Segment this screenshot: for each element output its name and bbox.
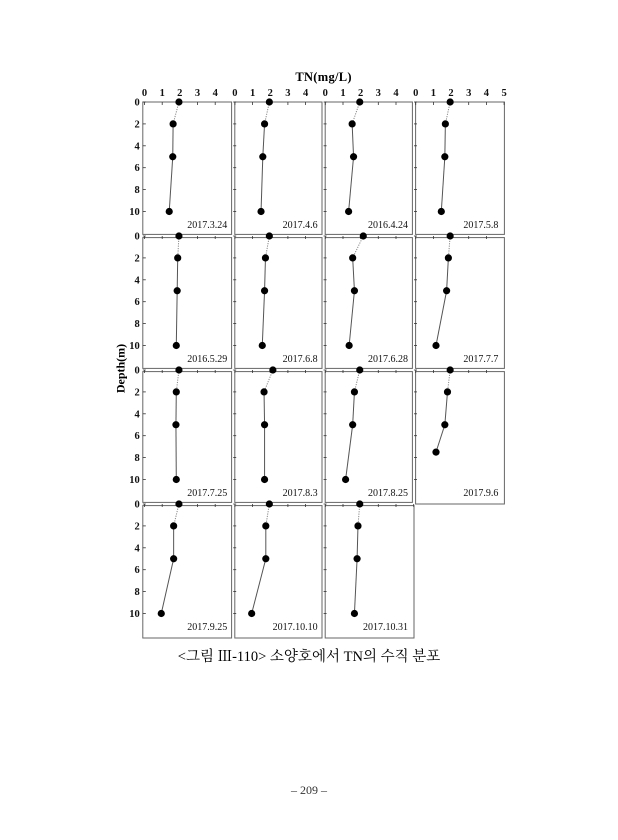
svg-text:1: 1 bbox=[250, 88, 255, 99]
svg-text:0: 0 bbox=[135, 98, 140, 109]
svg-text:4: 4 bbox=[135, 543, 141, 554]
svg-text:0: 0 bbox=[232, 88, 237, 99]
svg-text:8: 8 bbox=[135, 319, 140, 330]
svg-text:1: 1 bbox=[160, 88, 165, 99]
svg-text:10: 10 bbox=[129, 475, 140, 486]
svg-text:0: 0 bbox=[135, 232, 140, 243]
svg-text:4: 4 bbox=[135, 275, 141, 286]
svg-text:6: 6 bbox=[135, 163, 140, 174]
svg-text:0: 0 bbox=[135, 500, 140, 511]
svg-text:2016.5.29: 2016.5.29 bbox=[187, 354, 227, 365]
svg-text:2: 2 bbox=[358, 88, 363, 99]
svg-text:2017.10.10: 2017.10.10 bbox=[273, 622, 318, 633]
svg-text:6: 6 bbox=[135, 431, 140, 442]
svg-text:2017.6.8: 2017.6.8 bbox=[283, 354, 318, 365]
svg-text:2017.5.8: 2017.5.8 bbox=[463, 220, 498, 231]
svg-text:2: 2 bbox=[135, 119, 140, 130]
svg-text:4: 4 bbox=[213, 88, 219, 99]
svg-text:8: 8 bbox=[135, 587, 140, 598]
svg-text:3: 3 bbox=[466, 88, 471, 99]
svg-text:0: 0 bbox=[135, 366, 140, 377]
svg-text:10: 10 bbox=[129, 341, 140, 352]
svg-text:4: 4 bbox=[135, 141, 141, 152]
svg-text:8: 8 bbox=[135, 185, 140, 196]
svg-text:1: 1 bbox=[340, 88, 345, 99]
svg-text:2017.8.3: 2017.8.3 bbox=[283, 488, 318, 499]
svg-text:2: 2 bbox=[448, 88, 453, 99]
svg-text:4: 4 bbox=[135, 409, 141, 420]
svg-text:2017.7.25: 2017.7.25 bbox=[187, 488, 227, 499]
svg-text:2: 2 bbox=[135, 387, 140, 398]
svg-text:0: 0 bbox=[323, 88, 328, 99]
svg-text:4: 4 bbox=[484, 88, 490, 99]
svg-text:2017.6.28: 2017.6.28 bbox=[368, 354, 408, 365]
svg-text:2: 2 bbox=[268, 88, 273, 99]
svg-text:0: 0 bbox=[413, 88, 418, 99]
svg-text:2016.4.24: 2016.4.24 bbox=[368, 220, 408, 231]
svg-text:6: 6 bbox=[135, 565, 140, 576]
svg-text:2: 2 bbox=[135, 521, 140, 532]
svg-text:6: 6 bbox=[135, 297, 140, 308]
svg-text:1: 1 bbox=[431, 88, 436, 99]
svg-text:2017.8.25: 2017.8.25 bbox=[368, 488, 408, 499]
svg-text:3: 3 bbox=[285, 88, 290, 99]
svg-text:2017.9.6: 2017.9.6 bbox=[463, 488, 498, 499]
svg-text:3: 3 bbox=[195, 88, 200, 99]
svg-text:8: 8 bbox=[135, 453, 140, 464]
svg-text:2017.10.31: 2017.10.31 bbox=[363, 622, 408, 633]
svg-text:2017.9.25: 2017.9.25 bbox=[187, 622, 227, 633]
svg-text:3: 3 bbox=[376, 88, 381, 99]
svg-text:2017.4.6: 2017.4.6 bbox=[283, 220, 318, 231]
svg-text:10: 10 bbox=[129, 207, 140, 218]
svg-text:2017.3.24: 2017.3.24 bbox=[187, 220, 227, 231]
svg-text:0: 0 bbox=[142, 88, 147, 99]
svg-text:2: 2 bbox=[177, 88, 182, 99]
svg-text:5: 5 bbox=[501, 88, 506, 99]
svg-text:2: 2 bbox=[135, 253, 140, 264]
svg-text:4: 4 bbox=[393, 88, 399, 99]
svg-text:2017.7.7: 2017.7.7 bbox=[463, 354, 498, 365]
svg-text:10: 10 bbox=[129, 609, 140, 620]
svg-text:4: 4 bbox=[303, 88, 309, 99]
